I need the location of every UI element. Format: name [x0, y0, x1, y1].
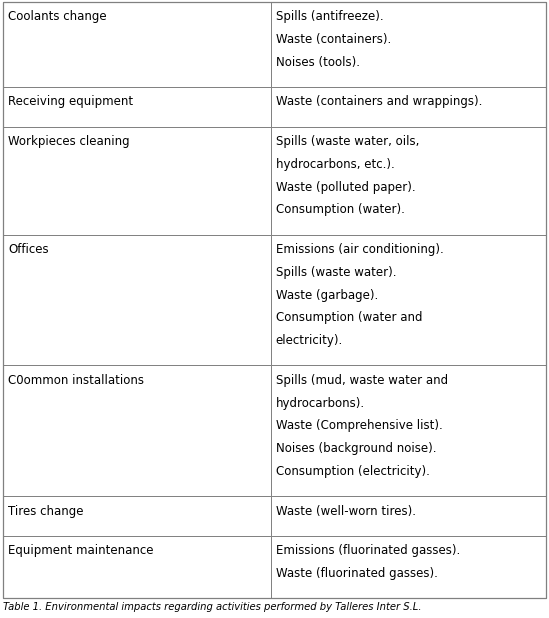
- Text: electricity).: electricity).: [276, 334, 343, 347]
- Bar: [3, 536, 271, 598]
- Text: Equipment maintenance: Equipment maintenance: [8, 544, 154, 557]
- Bar: [3, 127, 271, 235]
- Text: Consumption (water).: Consumption (water).: [276, 203, 405, 216]
- Text: Noises (background noise).: Noises (background noise).: [276, 442, 436, 455]
- Bar: [271, 536, 546, 598]
- Bar: [3, 235, 271, 365]
- Text: Waste (well-worn tires).: Waste (well-worn tires).: [276, 504, 416, 517]
- Text: Spills (mud, waste water and: Spills (mud, waste water and: [276, 374, 448, 387]
- Text: hydrocarbons, etc.).: hydrocarbons, etc.).: [276, 158, 394, 171]
- Text: Spills (waste water, oils,: Spills (waste water, oils,: [276, 135, 419, 148]
- Bar: [271, 496, 546, 536]
- Text: Emissions (air conditioning).: Emissions (air conditioning).: [276, 243, 444, 256]
- Text: Waste (containers).: Waste (containers).: [276, 33, 391, 46]
- Bar: [271, 127, 546, 235]
- Bar: [271, 365, 546, 496]
- Text: Workpieces cleaning: Workpieces cleaning: [8, 135, 130, 148]
- Text: Spills (antifreeze).: Spills (antifreeze).: [276, 11, 383, 23]
- Bar: [3, 496, 271, 536]
- Text: Offices: Offices: [8, 243, 49, 256]
- Text: Waste (fluorinated gasses).: Waste (fluorinated gasses).: [276, 567, 438, 580]
- Text: Waste (containers and wrappings).: Waste (containers and wrappings).: [276, 95, 482, 108]
- Text: Spills (waste water).: Spills (waste water).: [276, 266, 396, 279]
- Text: hydrocarbons).: hydrocarbons).: [276, 397, 365, 410]
- Text: Tires change: Tires change: [8, 504, 83, 517]
- Text: C0ommon installations: C0ommon installations: [8, 374, 144, 387]
- Text: Receiving equipment: Receiving equipment: [8, 95, 133, 108]
- Text: Waste (garbage).: Waste (garbage).: [276, 289, 378, 302]
- Bar: [3, 2, 271, 87]
- Text: Emissions (fluorinated gasses).: Emissions (fluorinated gasses).: [276, 544, 460, 557]
- Bar: [271, 235, 546, 365]
- Text: Waste (polluted paper).: Waste (polluted paper).: [276, 180, 416, 193]
- Text: Table 1. Environmental impacts regarding activities performed by Talleres Inter : Table 1. Environmental impacts regarding…: [3, 602, 422, 612]
- Bar: [3, 87, 271, 127]
- Text: Coolants change: Coolants change: [8, 11, 107, 23]
- Bar: [271, 87, 546, 127]
- Text: Consumption (water and: Consumption (water and: [276, 311, 422, 324]
- Text: Noises (tools).: Noises (tools).: [276, 56, 360, 69]
- Text: Consumption (electricity).: Consumption (electricity).: [276, 465, 429, 478]
- Bar: [271, 2, 546, 87]
- Bar: [3, 365, 271, 496]
- Text: Waste (Comprehensive list).: Waste (Comprehensive list).: [276, 420, 442, 433]
